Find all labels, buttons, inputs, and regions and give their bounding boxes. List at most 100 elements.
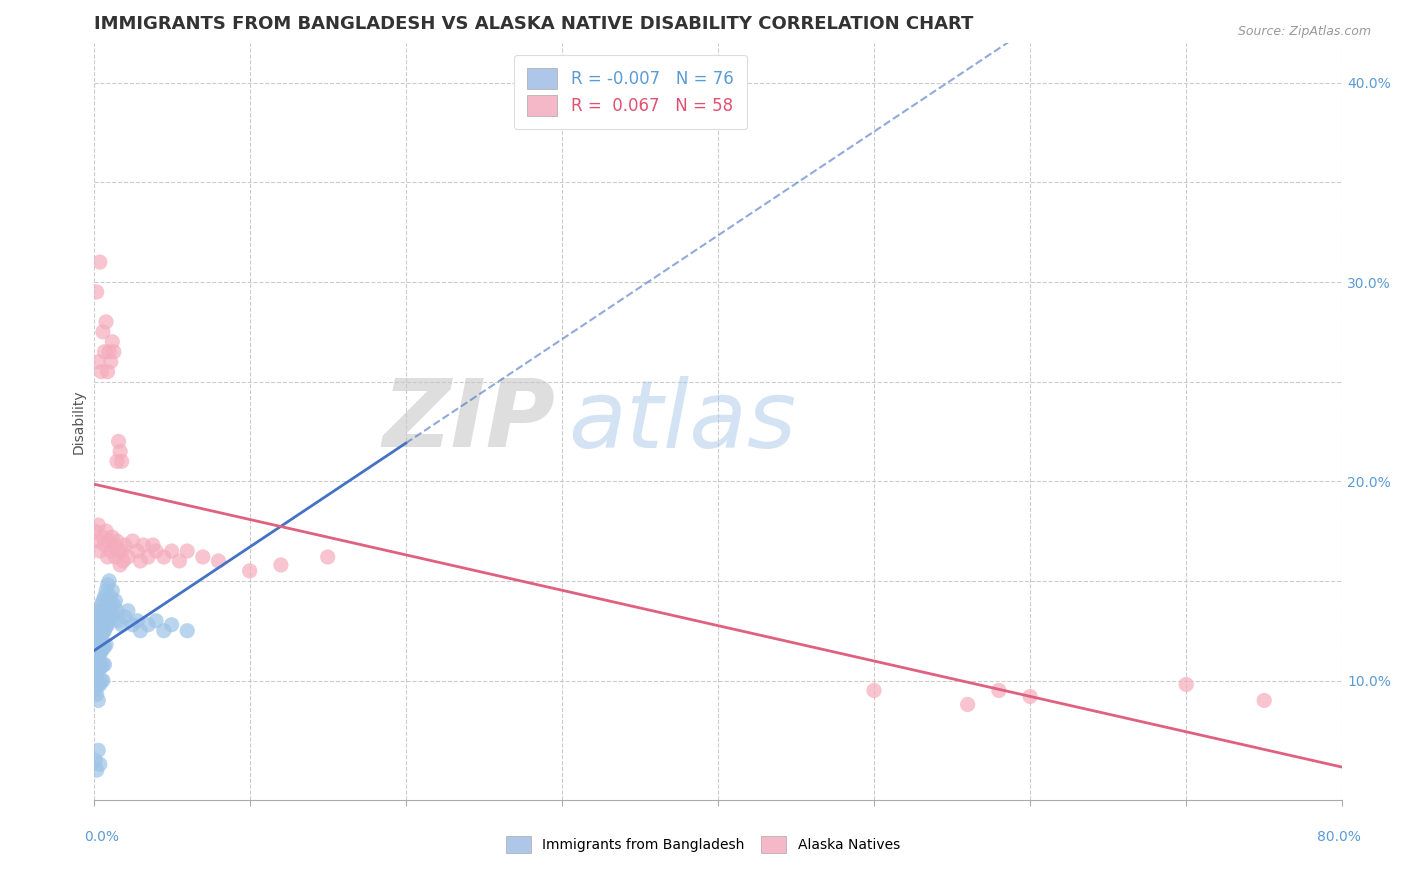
Point [86,604,108,618]
Point [90,673,112,688]
Point [103,598,125,612]
Point [101,334,124,349]
Point [100,544,122,558]
Point [107,434,129,449]
Point [97,598,120,612]
Point [91,594,114,608]
Point [100,609,122,624]
Point [97,617,120,632]
Point [270,558,292,572]
Point [104,594,127,608]
Point [97,365,120,379]
Point [239,564,262,578]
Text: atlas: atlas [568,376,796,467]
Point [90,365,112,379]
Point [101,530,124,544]
Point [103,344,125,359]
Point [84,633,107,648]
Point [98,534,121,549]
Point [117,549,139,564]
Point [127,614,149,628]
Point [87,693,110,707]
Text: 80.0%: 80.0% [1316,830,1361,844]
Point [89,604,111,618]
Point [89,617,111,632]
Point [89,255,111,269]
Point [114,538,136,552]
Point [86,763,108,777]
Point [87,609,110,624]
Point [93,590,115,604]
Point [136,617,159,632]
Point [86,630,108,644]
Point [91,609,114,624]
Point [112,554,135,568]
Point [86,657,108,672]
Point [132,538,155,552]
Point [87,355,110,369]
Point [84,753,107,767]
Point [129,624,152,638]
Point [1253,693,1275,707]
Point [153,624,176,638]
Point [207,554,229,568]
Point [86,688,108,702]
Point [111,544,134,558]
Point [86,285,108,299]
Point [84,683,107,698]
Point [90,630,112,644]
Point [103,538,125,552]
Point [153,549,176,564]
Point [111,454,134,468]
Point [86,617,108,632]
Point [84,654,107,668]
Point [169,554,191,568]
Point [84,643,107,657]
Point [160,544,183,558]
Point [121,617,143,632]
Point [316,549,339,564]
Point [89,662,111,676]
Point [105,604,128,618]
Legend: R = -0.007   N = 76, R =  0.067   N = 58: R = -0.007 N = 76, R = 0.067 N = 58 [515,55,747,129]
Point [987,683,1010,698]
Point [863,683,886,698]
Point [90,598,112,612]
Point [105,534,128,549]
Point [98,594,121,608]
Legend: Immigrants from Bangladesh, Alaska Natives: Immigrants from Bangladesh, Alaska Nativ… [499,830,907,860]
Point [97,578,120,592]
Y-axis label: Disability: Disability [72,389,86,454]
Point [87,677,110,691]
Point [1019,690,1042,704]
Point [136,549,159,564]
Point [90,659,112,673]
Point [91,530,114,544]
Point [87,664,110,678]
Point [108,558,131,572]
Point [90,643,112,657]
Point [89,757,111,772]
Point [87,649,110,664]
Point [84,524,107,538]
Point [94,524,117,538]
Point [114,609,136,624]
Point [89,544,111,558]
Point [93,538,115,552]
Point [84,664,107,678]
Point [90,614,112,628]
Point [121,534,143,549]
Point [93,657,115,672]
Point [97,549,120,564]
Point [89,677,111,691]
Point [1175,677,1198,691]
Point [93,344,115,359]
Point [91,625,114,640]
Point [98,614,121,628]
Text: 0.0%: 0.0% [84,830,118,844]
Point [145,544,167,558]
Point [129,554,152,568]
Point [956,698,979,712]
Point [94,620,117,634]
Point [101,606,124,620]
